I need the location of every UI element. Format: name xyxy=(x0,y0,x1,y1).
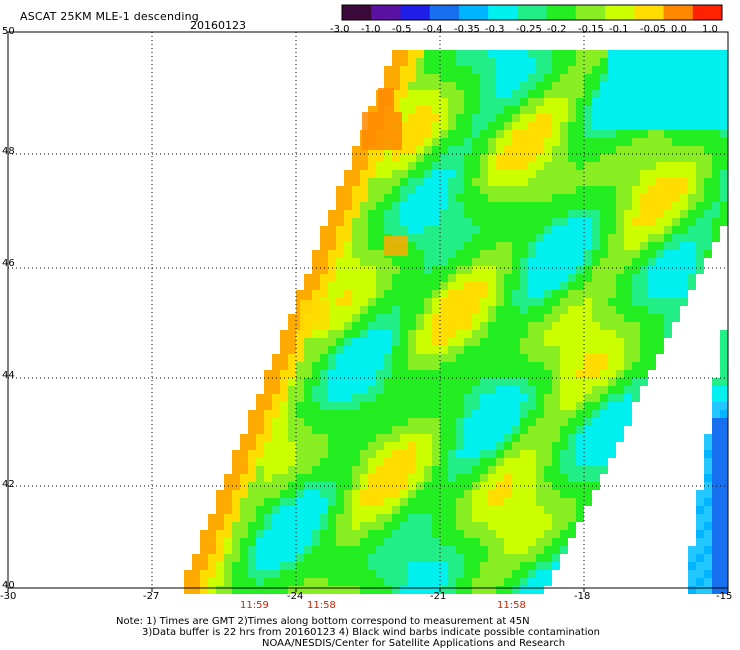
colorbar-label: -1.0 xyxy=(361,24,381,35)
colorbar-label: -0.25 xyxy=(516,24,542,35)
lon-label-minus27: -27 xyxy=(143,591,160,602)
colorbar-label: -0.15 xyxy=(578,24,604,35)
grid-layer xyxy=(7,32,729,592)
colorbar-label: -0.3 xyxy=(485,24,505,35)
lat-label-44: 44 xyxy=(2,370,15,381)
colorbar-swatch xyxy=(371,5,401,20)
map-date: 20160123 xyxy=(190,19,246,32)
colorbar-label: 0.0 xyxy=(671,24,687,35)
colorbar xyxy=(341,4,723,21)
lat-label-40: 40 xyxy=(2,580,15,591)
colorbar-frame xyxy=(341,4,723,21)
colorbar-label: -0.35 xyxy=(454,24,480,35)
lat-label-50: 50 xyxy=(2,26,15,37)
lat-label-46: 46 xyxy=(2,258,15,269)
colorbar-label: -0.5 xyxy=(392,24,412,35)
colorbar-swatch xyxy=(458,5,489,20)
colorbar-swatch xyxy=(663,5,694,20)
lon-label-minus18: -18 xyxy=(574,591,591,602)
colorbar-label: -3.0 xyxy=(330,24,350,35)
pass-time-3: 11:58 xyxy=(497,600,526,611)
colorbar-swatch xyxy=(546,5,577,20)
pass-time-2: 11:58 xyxy=(307,600,336,611)
colorbar-swatch xyxy=(605,5,635,20)
colorbar-swatch xyxy=(634,5,665,20)
lon-label-minus15: -15 xyxy=(716,591,733,602)
colorbar-swatch xyxy=(400,5,431,20)
lon-label-minus30: -30 xyxy=(0,591,17,602)
colorbar-swatch xyxy=(575,5,606,20)
colorbar-label: -0.2 xyxy=(547,24,567,35)
map-title: ASCAT 25KM MLE-1 descending xyxy=(20,10,199,23)
colorbar-label: -0.05 xyxy=(640,24,666,35)
colorbar-swatch xyxy=(488,5,518,20)
lon-label-minus24: -24 xyxy=(287,591,304,602)
colorbar-label: -0.1 xyxy=(609,24,629,35)
lon-label-minus21: -21 xyxy=(430,591,447,602)
colorbar-label: 1.0 xyxy=(702,24,718,35)
lat-label-48: 48 xyxy=(2,146,15,157)
swath-layer xyxy=(184,50,728,594)
colorbar-swatch xyxy=(342,5,372,20)
note-line-3: NOAA/NESDIS/Center for Satellite Applica… xyxy=(262,638,566,649)
colorbar-swatch xyxy=(517,5,548,20)
colorbar-swatch xyxy=(692,5,723,20)
note-line-2: 3)Data buffer is 22 hrs from 20160123 4)… xyxy=(142,627,600,638)
note-line-1: Note: 1) Times are GMT 2)Times along bot… xyxy=(116,616,530,627)
colorbar-swatch xyxy=(429,5,460,20)
lat-label-42: 42 xyxy=(2,479,15,490)
map-frame xyxy=(7,31,729,589)
colorbar-label: -0.4 xyxy=(423,24,443,35)
pass-time-1: 11:59 xyxy=(240,600,269,611)
